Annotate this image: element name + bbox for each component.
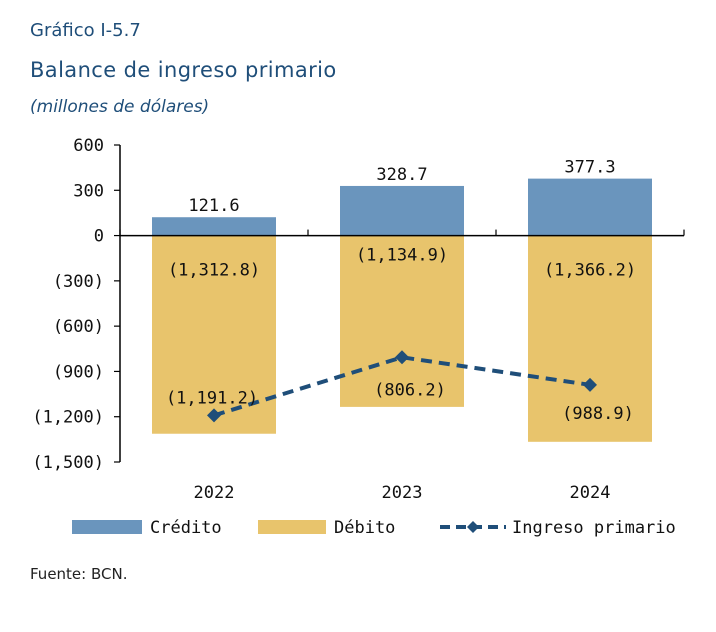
ingreso-primario-label-2022: (1,191.2)	[166, 388, 258, 408]
legend-label-debito: Débito	[334, 518, 395, 538]
credit-label-2024: 377.3	[564, 158, 615, 178]
y-tick-label: (300)	[53, 272, 104, 292]
x-tick-label: 2022	[194, 483, 235, 503]
credit-bar-2023	[340, 185, 464, 236]
credit-bars	[152, 178, 652, 236]
chart-title: Balance de ingreso primario	[30, 58, 337, 82]
x-tick-label: 2024	[570, 483, 611, 503]
legend-label-credito: Crédito	[150, 518, 222, 538]
chart-units: (millones de dólares)	[30, 97, 210, 117]
y-tick-label: 600	[73, 136, 104, 156]
debit-label-2022: (1,312.8)	[168, 261, 260, 281]
ingreso-primario-label-2023: (806.2)	[374, 380, 446, 400]
ingreso-primario-marker-2024	[583, 377, 597, 392]
ingreso-primario-line-group	[207, 350, 597, 423]
legend-swatch-debito	[258, 520, 326, 534]
credit-bar-2022	[152, 217, 276, 236]
data-labels: 121.6 (1,312.8) 328.7 (1,134.9) 377.3 (1,366.…	[166, 158, 636, 424]
y-tick-label: (600)	[53, 317, 104, 337]
debit-label-2023: (1,134.9)	[356, 246, 448, 266]
credit-label-2023: 328.7	[376, 165, 427, 185]
figure-label: Gráfico I-5.7	[30, 20, 141, 41]
debit-label-2024: (1,366.2)	[544, 261, 636, 281]
y-tick-label: 0	[94, 227, 104, 247]
axes: 600 300 0 (300) (600) (900) (1,200) (1,500) 2022…	[32, 136, 685, 503]
legend-marker-ingreso-primario	[467, 521, 479, 533]
chart-canvas: 600 300 0 (300) (600) (900) (1,200) (1,500) 2022…	[32, 136, 685, 538]
source-note: Fuente: BCN.	[30, 565, 128, 583]
credit-bar-2024	[528, 178, 652, 236]
debit-bar-2023	[340, 235, 464, 407]
legend-swatch-credito	[72, 520, 142, 534]
legend-label-ingreso-primario: Ingreso primario	[512, 518, 676, 538]
y-tick-label: (1,500)	[32, 453, 104, 473]
x-tick-label: 2023	[382, 483, 423, 503]
legend: Crédito Débito Ingreso primario	[72, 518, 676, 538]
credit-label-2022: 121.6	[188, 196, 239, 216]
y-tick-label: (900)	[53, 362, 104, 382]
ingreso-primario-label-2024: (988.9)	[562, 404, 634, 424]
ingreso-primario-marker-2023	[395, 350, 409, 365]
y-tick-label: 300	[73, 181, 104, 201]
ingreso-primario-marker-2022	[207, 408, 221, 423]
debit-bar-2024	[528, 235, 652, 442]
debit-bars	[152, 235, 652, 442]
y-tick-label: (1,200)	[32, 408, 104, 428]
